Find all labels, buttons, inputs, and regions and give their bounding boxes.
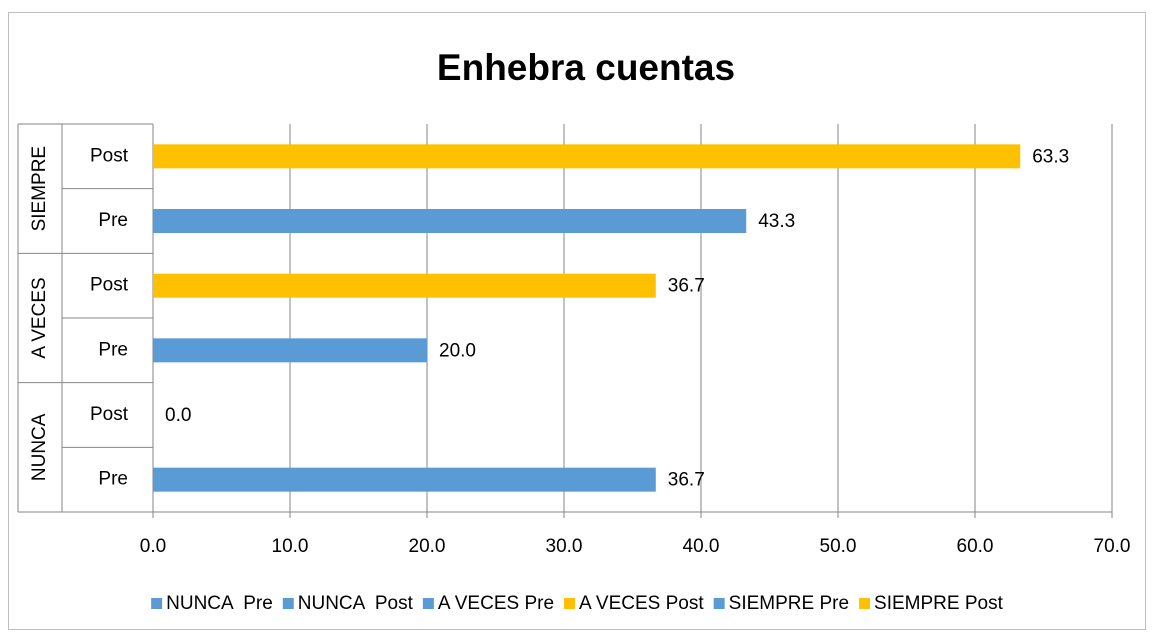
legend-swatch [564,598,576,609]
value-label: 36.7 [668,470,705,491]
x-tick-label: 20.0 [409,536,446,557]
legend-swatch [859,598,871,609]
x-tick-label: 50.0 [820,536,857,557]
value-label: 36.7 [668,276,705,297]
x-tick-label: 60.0 [957,536,994,557]
legend-label: A VECES Post [579,593,704,614]
legend-swatch [713,598,725,609]
y-tick-label: Pre [98,339,128,360]
group-label: NUNCA [29,413,50,481]
value-label: 20.0 [439,340,476,361]
group-label: A VECES [29,277,50,358]
legend-label: SIEMPRE Pre [729,593,849,614]
chart-border [8,12,1146,630]
bar [153,273,656,298]
legend-label: NUNCA Post [298,593,414,614]
legend-label: NUNCA Pre [166,593,273,614]
y-tick-label: Post [90,275,129,296]
y-tick-label: Pre [98,210,128,231]
value-label: 0.0 [165,405,191,426]
bar [153,467,656,492]
x-tick-label: 0.0 [140,536,166,557]
bar [153,144,1021,169]
x-tick-label: 30.0 [546,536,583,557]
group-label: SIEMPRE [29,146,50,232]
y-tick-label: Pre [98,469,128,490]
y-tick-label: Post [90,145,129,166]
x-tick-label: 40.0 [683,536,720,557]
x-tick-label: 10.0 [272,536,309,557]
x-tick-label: 70.0 [1094,536,1131,557]
legend-label: A VECES Pre [438,593,554,614]
bar [153,209,747,233]
value-label: 43.3 [758,211,795,232]
legend-swatch [282,598,294,609]
y-tick-label: Post [90,404,129,425]
chart-title: Enhebra cuentas [437,47,735,88]
bar [153,338,427,363]
legend-label: SIEMPRE Post [874,593,1004,614]
legend-swatch [422,598,434,609]
legend-swatch [151,598,163,609]
value-label: 63.3 [1032,146,1069,167]
